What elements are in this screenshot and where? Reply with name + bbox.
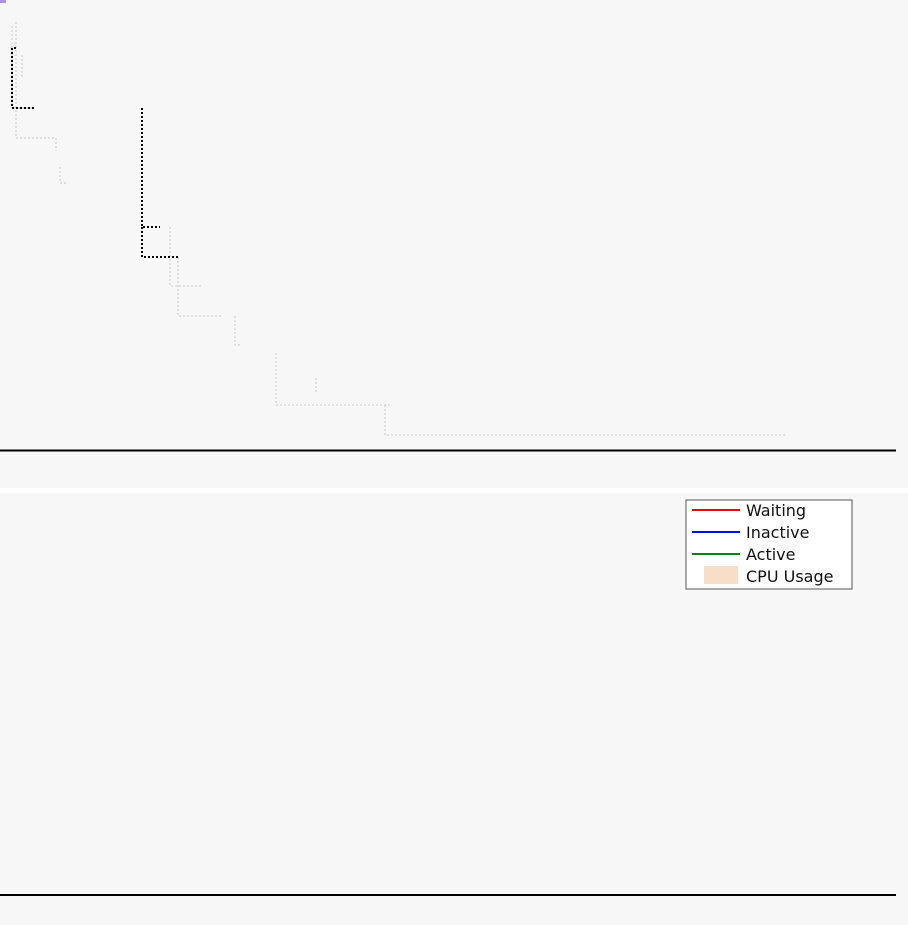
legend: Waiting Inactive Active CPU Usage [686, 500, 852, 589]
unit-timeline-panel: hyper 3.48snu-utils 0.14snu build script… [0, 0, 908, 488]
legend-label: CPU Usage [746, 567, 833, 586]
legend-label: Active [746, 545, 796, 564]
partial-bar [0, 0, 6, 3]
legend-label: Waiting [746, 501, 806, 520]
timeline-background [0, 0, 908, 488]
cpu-usage-legend-swatch [704, 566, 738, 584]
concurrency-panel: 88s92s96s100s104s108s112s116s120s124sWai… [0, 493, 908, 925]
legend-label: Inactive [746, 523, 810, 542]
